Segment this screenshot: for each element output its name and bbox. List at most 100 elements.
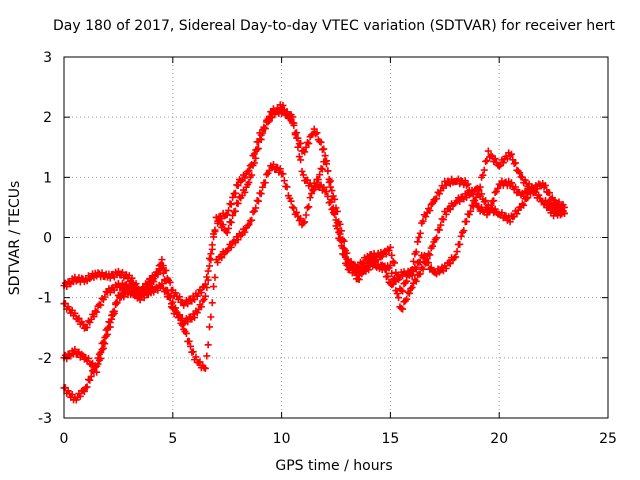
data-point: [158, 262, 166, 270]
data-point: [184, 300, 192, 308]
data-point: [216, 252, 224, 260]
data-point: [316, 171, 324, 179]
data-point: [227, 243, 235, 251]
data-point: [98, 340, 106, 348]
data-point: [71, 309, 79, 317]
data-point: [83, 323, 91, 331]
data-point: [154, 286, 162, 294]
data-point: [210, 233, 218, 241]
data-point: [494, 184, 502, 192]
data-point: [159, 269, 167, 277]
data-point: [298, 167, 306, 175]
y-tick-label: -2: [38, 351, 52, 367]
data-point: [520, 201, 528, 209]
data-point: [312, 130, 320, 138]
data-point: [263, 116, 271, 124]
data-point: [108, 311, 116, 319]
data-point: [245, 221, 253, 229]
data-point: [290, 204, 298, 212]
data-point: [191, 314, 199, 322]
data-point: [490, 197, 498, 205]
data-markers: [60, 101, 568, 404]
data-point: [283, 183, 291, 191]
data-point: [327, 177, 335, 185]
data-point: [207, 313, 215, 321]
data-point: [303, 138, 311, 146]
data-point: [144, 280, 152, 288]
data-point: [172, 289, 180, 297]
data-point: [522, 195, 530, 203]
data-point: [333, 225, 341, 233]
y-tick-label: -1: [38, 291, 52, 307]
data-point: [555, 204, 563, 212]
data-point: [172, 304, 180, 312]
data-point: [299, 219, 307, 227]
data-point: [101, 334, 109, 342]
data-point: [178, 321, 186, 329]
data-point: [84, 354, 92, 362]
y-tick-label: 0: [43, 231, 52, 247]
data-point: [442, 210, 450, 218]
data-point: [412, 248, 420, 256]
data-point: [93, 362, 101, 370]
data-point: [377, 253, 385, 261]
data-point: [279, 170, 287, 178]
data-point: [203, 352, 211, 360]
y-axis-label: SDTVAR / TECUs: [7, 181, 23, 296]
data-point: [169, 298, 177, 306]
data-point: [89, 367, 97, 375]
data-point: [173, 309, 181, 317]
y-tick-label: 3: [43, 50, 52, 66]
data-point: [99, 338, 107, 346]
data-point: [370, 258, 378, 266]
x-tick-label: 5: [168, 431, 177, 447]
data-point: [288, 203, 296, 211]
data-point: [463, 218, 471, 226]
data-point: [404, 288, 412, 296]
data-point: [231, 189, 239, 197]
data-point: [101, 293, 109, 301]
data-point: [403, 277, 411, 285]
data-point: [206, 323, 214, 331]
data-point: [293, 134, 301, 142]
data-point: [362, 264, 370, 272]
data-point: [201, 280, 209, 288]
data-point: [241, 228, 249, 236]
data-point: [261, 179, 269, 187]
data-point: [248, 216, 256, 224]
data-point: [146, 275, 154, 283]
y-tick-label: -3: [38, 411, 52, 427]
data-point: [310, 125, 318, 133]
data-point: [192, 353, 200, 361]
data-point: [253, 145, 261, 153]
data-point: [306, 194, 314, 202]
data-point: [223, 229, 231, 237]
data-point: [250, 207, 258, 215]
data-point: [208, 245, 216, 253]
data-point: [337, 236, 345, 244]
data-point: [83, 383, 91, 391]
data-point: [104, 324, 112, 332]
data-point: [250, 159, 258, 167]
data-point: [257, 136, 265, 144]
data-point: [321, 152, 329, 160]
data-point: [294, 143, 302, 151]
data-point: [424, 259, 432, 267]
data-point: [128, 281, 136, 289]
data-point: [136, 290, 144, 298]
data-point: [412, 277, 420, 285]
data-point: [442, 181, 450, 189]
data-point: [331, 210, 339, 218]
data-point: [245, 178, 253, 186]
data-point: [97, 348, 105, 356]
data-point: [386, 243, 394, 251]
data-point: [147, 276, 155, 284]
data-point: [201, 364, 209, 372]
data-point: [313, 129, 321, 137]
data-point: [293, 208, 301, 216]
data-point: [541, 196, 549, 204]
data-point: [249, 208, 257, 216]
data-point: [241, 174, 249, 182]
data-point: [339, 244, 347, 252]
data-point: [176, 312, 184, 320]
